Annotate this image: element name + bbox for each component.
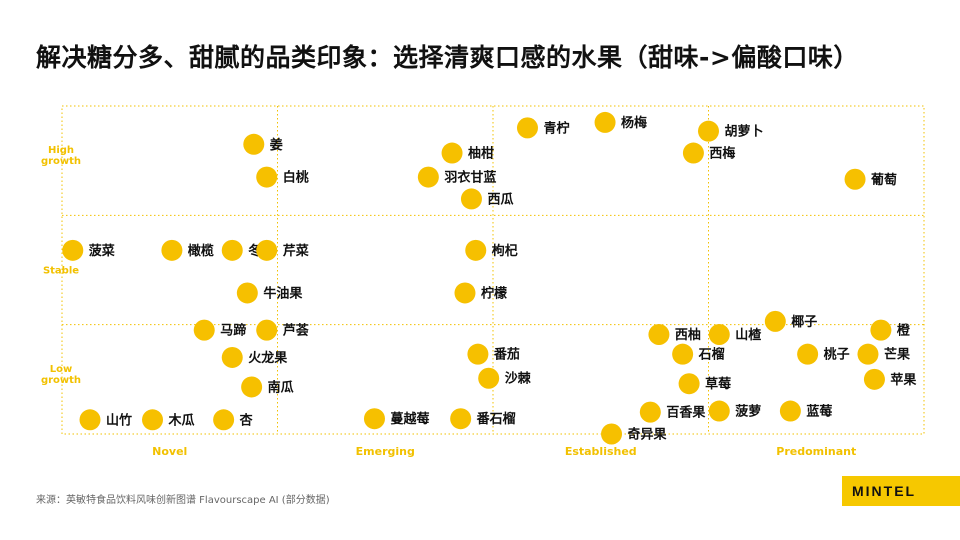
x-tick-label: Emerging (356, 445, 415, 458)
data-point-label: 草莓 (705, 376, 731, 392)
data-point-label: 葡萄 (870, 172, 897, 188)
y-tick-label: Low growth (41, 364, 81, 386)
data-point-label: 椰子 (791, 314, 817, 330)
data-point (363, 408, 385, 430)
data-point (236, 282, 258, 304)
data-point-label: 牛油果 (263, 285, 302, 301)
page-title: 解决糖分多、甜腻的品类印象：选择清爽口感的水果（甜味->偏酸口味） (36, 43, 859, 72)
data-point-label: 沙棘 (505, 371, 532, 387)
data-point (417, 166, 439, 188)
y-tick-label: High growth (41, 145, 81, 167)
data-point-label: 奇异果 (628, 427, 667, 443)
source-note: 来源：英敏特食品饮料风味创新图谱 Flavourscape AI (部分数据) (36, 495, 330, 506)
y-tick-label: Stable (43, 266, 79, 277)
data-point (256, 239, 278, 261)
data-point-label: 青柠 (543, 120, 569, 136)
data-point (79, 409, 101, 431)
data-point-label: 番茄 (493, 347, 520, 363)
data-point (678, 373, 700, 395)
data-point-label: 山竹 (106, 412, 132, 428)
data-point-label: 马蹄 (220, 323, 246, 339)
data-point (256, 166, 278, 188)
data-point-label: 杏 (240, 412, 254, 428)
chart-points: 姜白桃菠菜橄榄冬瓜芹菜牛油果马蹄芦荟火龙果南瓜山竹木瓜杏青柠杨梅柚柑羽衣甘蓝西瓜… (62, 111, 916, 445)
data-point-label: 石榴 (698, 347, 725, 363)
data-point-label: 杨梅 (621, 115, 647, 131)
data-point (594, 111, 616, 133)
data-point (142, 409, 164, 431)
data-point (698, 120, 719, 142)
data-point (639, 401, 661, 423)
data-point (161, 239, 183, 261)
data-point-label: 百香果 (666, 405, 705, 421)
data-point-label: 西柚 (675, 327, 701, 343)
data-point-label: 柚柑 (468, 146, 494, 162)
data-point (467, 343, 489, 365)
x-tick-label: Novel (152, 445, 187, 458)
data-point-label: 山楂 (735, 327, 762, 343)
data-point-label: 橙 (897, 323, 911, 339)
brand-logo: MINTEL (842, 476, 960, 506)
plot-frame (61, 105, 925, 435)
data-point-label: 番石榴 (476, 411, 516, 427)
data-point-label: 姜 (270, 137, 283, 153)
data-point (844, 168, 866, 190)
data-point (221, 346, 243, 368)
data-point (779, 400, 801, 422)
data-point (460, 188, 482, 210)
data-point (450, 408, 472, 430)
data-point-label: 羽衣甘蓝 (444, 170, 496, 186)
data-point (870, 319, 892, 341)
data-point-label: 芒果 (884, 347, 910, 363)
data-point-label: 苹果 (890, 372, 916, 388)
data-point-label: 桃子 (824, 347, 850, 363)
data-point (243, 133, 265, 155)
data-point-label: 木瓜 (168, 412, 195, 428)
data-point (516, 117, 538, 139)
data-point-label: 蔓越莓 (390, 411, 429, 427)
data-point-label: 芦荟 (283, 323, 310, 339)
data-point-label: 芹菜 (283, 243, 309, 259)
data-point (857, 343, 879, 365)
data-point (256, 319, 278, 341)
data-point (708, 400, 730, 422)
data-point (62, 239, 84, 261)
data-point-label: 胡萝卜 (725, 124, 764, 140)
data-point (797, 343, 819, 365)
data-point (221, 239, 243, 261)
data-point (682, 142, 704, 164)
chart-axes: Novel Emerging Established Predominant Low gr… (41, 145, 856, 458)
data-point-label: 菠菜 (89, 243, 115, 259)
data-point (454, 282, 476, 304)
data-point (863, 368, 885, 390)
data-point-label: 橄榄 (188, 243, 214, 259)
data-point-label: 蓝莓 (806, 404, 832, 420)
data-point-label: 南瓜 (268, 379, 294, 395)
data-point (193, 319, 215, 341)
data-point (601, 423, 623, 445)
data-point-label: 枸杞 (492, 243, 518, 259)
data-point (672, 343, 694, 365)
scatter-chart: Novel Emerging Established Predominant Low gr… (41, 105, 925, 458)
data-point (213, 409, 235, 431)
data-point-label: 西梅 (709, 146, 735, 162)
data-point (465, 239, 487, 261)
data-point-label: 菠萝 (735, 404, 761, 420)
data-point (241, 376, 263, 398)
data-point (708, 324, 730, 346)
data-point (764, 310, 786, 332)
data-point-label: 柠檬 (481, 285, 507, 301)
data-point (478, 367, 500, 389)
data-point-label: 西瓜 (487, 192, 513, 207)
x-tick-label: Established (565, 445, 637, 458)
x-tick-label: Predominant (776, 445, 856, 458)
data-point (648, 324, 670, 346)
data-point-label: 白桃 (283, 170, 309, 186)
data-point (441, 142, 463, 164)
data-point-label: 火龙果 (248, 350, 287, 366)
